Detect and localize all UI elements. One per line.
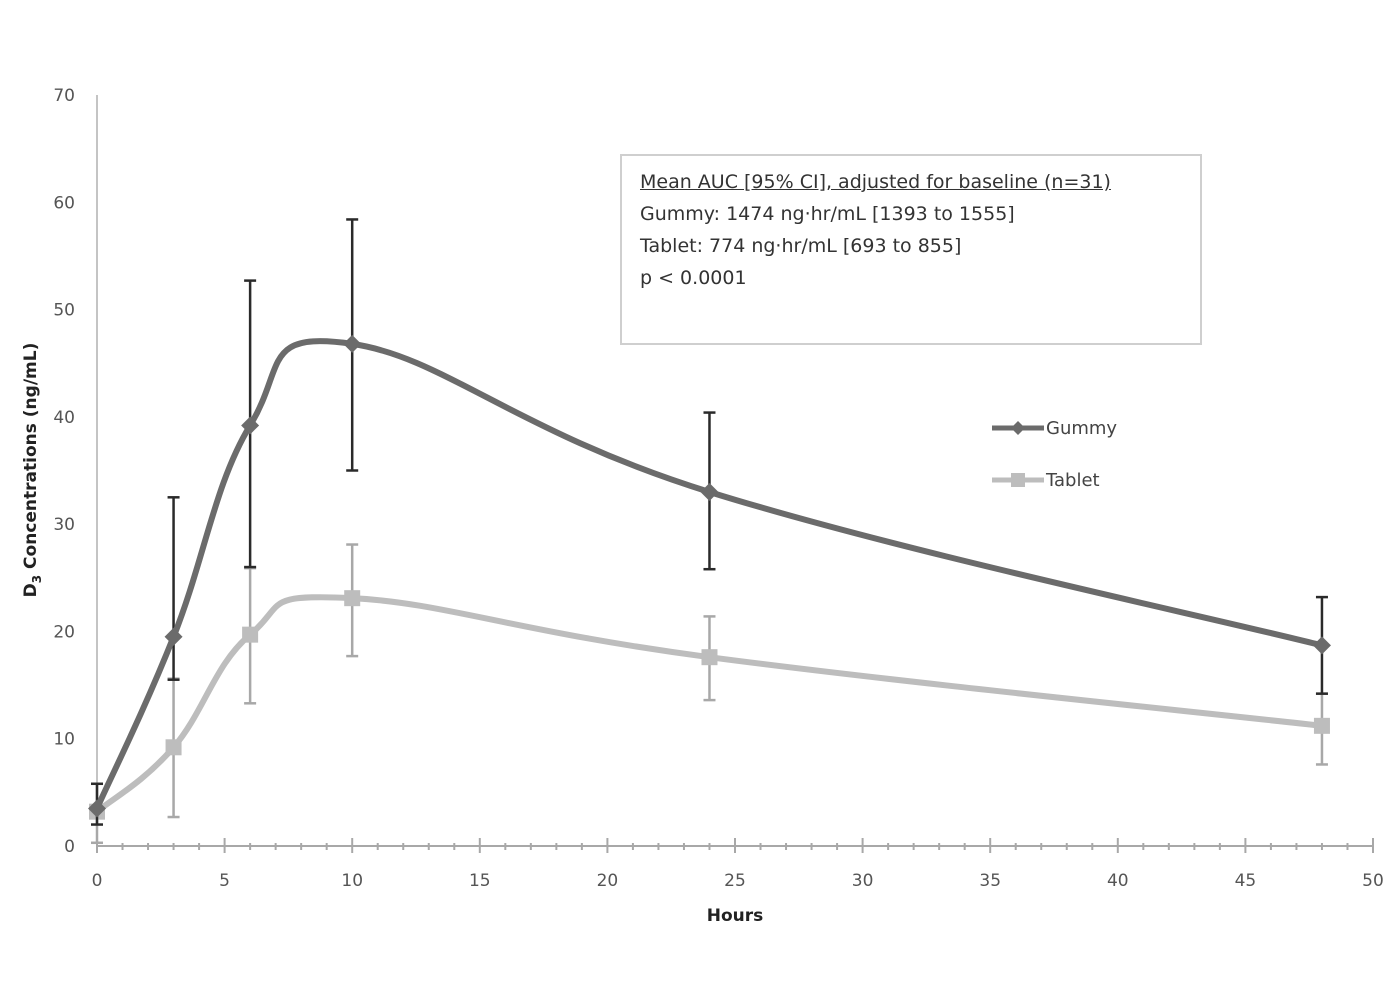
x-tick-label: 50: [1362, 871, 1384, 891]
x-tick-label: 45: [1235, 871, 1257, 891]
y-tick-label: 30: [53, 515, 75, 535]
y-title-subscript: 3: [30, 575, 44, 583]
diamond-marker: [343, 334, 362, 353]
y-tick-label: 50: [53, 301, 75, 321]
diamond-marker: [1312, 636, 1331, 655]
diamond-marker-icon: [992, 421, 1044, 435]
square-marker: [701, 649, 718, 666]
diamond-marker: [88, 799, 106, 818]
legend-label-gummy: Gummy: [1046, 417, 1118, 439]
y-tick-label: 40: [53, 408, 75, 428]
series-gummy: [88, 218, 1331, 826]
x-tick-label: 30: [852, 871, 874, 891]
series-tablet: [89, 543, 1330, 845]
x-tick-label: 0: [92, 871, 103, 891]
annotation-title: Mean AUC [95% CI], adjusted for baseline…: [640, 171, 1111, 193]
square-marker: [344, 590, 361, 607]
y-axis-title: D3 Concentrations (ng/mL): [21, 343, 44, 598]
auc-annotation-box: Mean AUC [95% CI], adjusted for baseline…: [620, 154, 1202, 345]
x-tick-label: 35: [979, 871, 1001, 891]
error-bar: [167, 496, 180, 681]
diamond-marker: [700, 482, 719, 501]
x-tick-label: 10: [341, 871, 363, 891]
x-tick-label: 5: [219, 871, 230, 891]
square-marker: [1313, 717, 1330, 734]
y-title-rest: Concentrations (ng/mL): [21, 343, 41, 575]
x-tick-label: 15: [469, 871, 491, 891]
square-marker: [242, 626, 259, 643]
y-title-main: D: [21, 583, 41, 597]
y-tick-label: 60: [53, 193, 75, 213]
x-axis-title: Hours: [707, 906, 764, 926]
legend: Gummy Tablet: [990, 412, 1117, 516]
diamond-marker: [164, 627, 183, 646]
x-tick-label: 25: [724, 871, 746, 891]
annotation-line-tablet: Tablet: 774 ng·hr/mL [693 to 855]: [640, 235, 962, 257]
series-layer: [88, 218, 1331, 845]
axes: 0 5 10 15 20 25 30 35 40 45 50 0 10 20 30 40 50 60 70: [53, 86, 1383, 891]
series-line: [94, 338, 1325, 812]
square-marker-icon: [992, 473, 1044, 487]
y-tick-label: 20: [53, 622, 75, 642]
y-tick-label: 10: [53, 730, 75, 750]
annotation-line-pvalue: p < 0.0001: [640, 267, 747, 289]
series-line: [94, 594, 1325, 815]
y-tick-label: 70: [53, 86, 75, 106]
diamond-marker: [241, 416, 260, 435]
square-marker: [165, 739, 182, 756]
legend-item-tablet: Tablet: [990, 464, 1117, 496]
y-tick-label: 0: [64, 837, 75, 857]
x-tick-label: 20: [597, 871, 619, 891]
x-tick-label: 40: [1107, 871, 1129, 891]
annotation-line-gummy: Gummy: 1474 ng·hr/mL [1393 to 1555]: [640, 203, 1015, 225]
legend-item-gummy: Gummy: [990, 412, 1117, 444]
legend-label-tablet: Tablet: [1046, 469, 1100, 491]
